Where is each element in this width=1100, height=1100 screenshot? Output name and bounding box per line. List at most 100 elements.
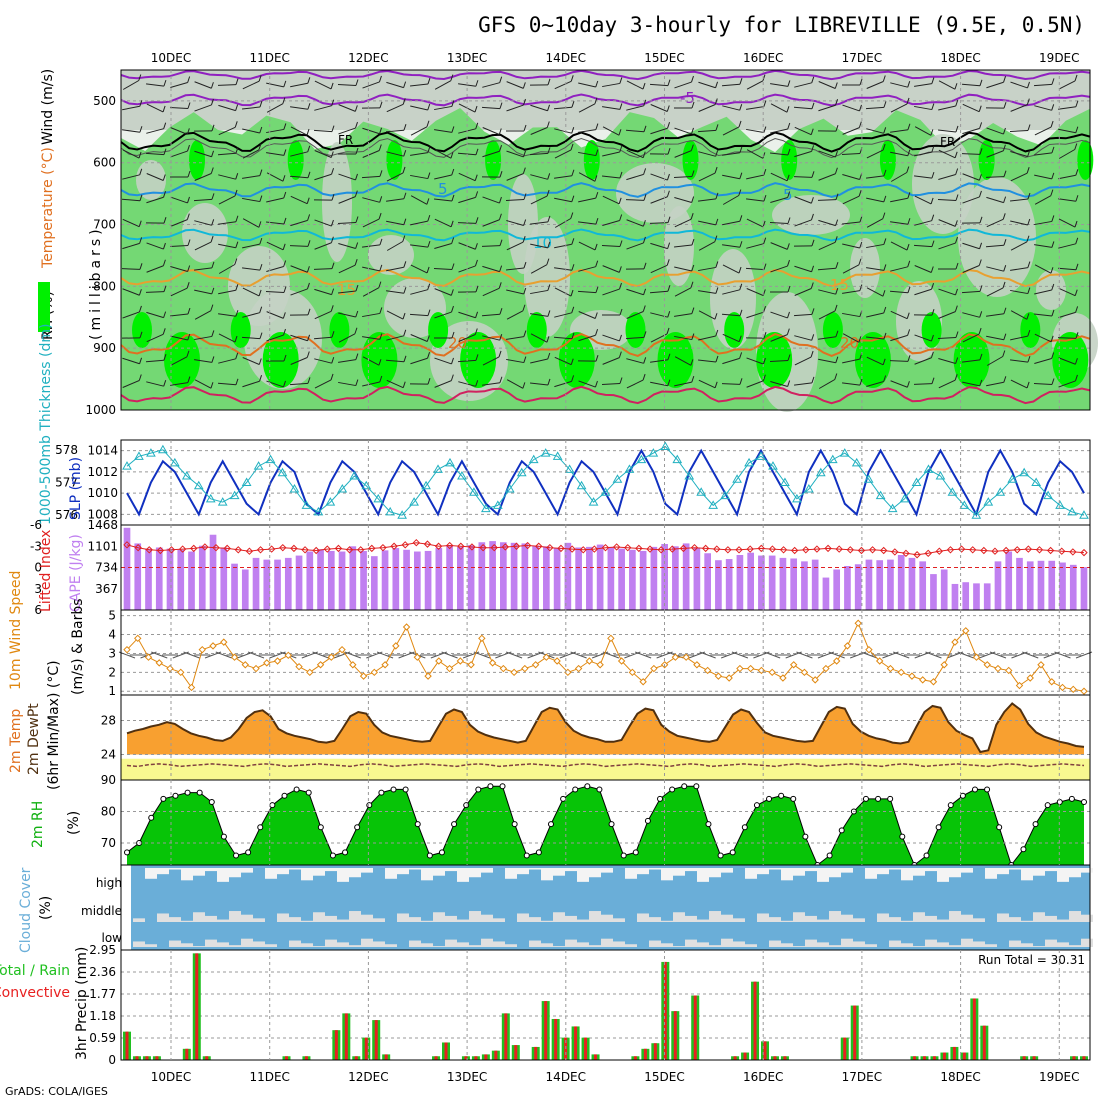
- li-point: [1046, 546, 1055, 555]
- wind-barb: [458, 172, 476, 182]
- thickness-point: [1019, 467, 1030, 477]
- wind-barb-flag: [907, 123, 911, 130]
- wind-barb: [1058, 287, 1076, 297]
- wind-barb: [482, 196, 500, 204]
- precip-conv-bar: [195, 953, 199, 1060]
- wind-barb: [146, 381, 164, 387]
- wind-barb-flag: [1002, 127, 1006, 135]
- wind-barb-flag: [1027, 192, 1031, 200]
- precip-conv-bar: [434, 1056, 438, 1060]
- wind-barb: [625, 129, 645, 133]
- wind-barb: [122, 288, 140, 296]
- y-tick-label: 5: [108, 609, 116, 623]
- wind-barb-flag: [307, 171, 311, 178]
- rh2m-point: [657, 795, 664, 802]
- cloud-fill: [901, 920, 913, 922]
- cloud-high-fill: [925, 868, 937, 872]
- wind-barb: [841, 153, 861, 155]
- li-point: [813, 545, 821, 553]
- wind-barb-flag: [594, 243, 598, 251]
- li-point: [1024, 545, 1033, 553]
- cape-bar: [887, 559, 894, 610]
- cape-bar: [973, 583, 980, 610]
- li-point: [980, 546, 988, 555]
- cloud-high-fill: [865, 868, 877, 879]
- wind-barb-flag: [427, 214, 431, 222]
- wind10-point: [531, 661, 540, 669]
- wind-barbs: [121, 74, 1079, 389]
- cloud-high-label: high: [96, 876, 122, 890]
- wind-barb-flag: [259, 195, 263, 202]
- wind-barb-flag: [1026, 98, 1030, 105]
- cloud-fill: [1069, 945, 1081, 947]
- wind10-point: [445, 664, 454, 673]
- wind-barb-flag: [258, 143, 262, 150]
- y-tick-label-right: 1012: [87, 465, 118, 479]
- wind-barb-flag: [739, 309, 743, 316]
- cloud-fill: [349, 911, 361, 922]
- rh2m-point: [523, 852, 530, 859]
- cape-bar: [510, 542, 518, 610]
- wind-barb-flag: [595, 354, 599, 362]
- wind10-point: [327, 653, 336, 661]
- thickness-point: [481, 503, 491, 513]
- cloud-fill: [793, 946, 805, 947]
- wind-barb: [602, 220, 620, 226]
- wind-barb: [362, 266, 380, 272]
- thickness-point: [146, 448, 156, 457]
- wind-barb: [986, 81, 1004, 89]
- wind-barb: [481, 313, 501, 317]
- wind10-point: [832, 657, 841, 665]
- rh2m-point: [511, 821, 518, 828]
- rh2m-point: [935, 824, 942, 831]
- wind-barb-flag: [211, 330, 215, 337]
- contour-label-fr: FR: [338, 133, 353, 147]
- wind-barb-flag: [475, 354, 479, 361]
- cloud-fill: [877, 913, 889, 922]
- wind-barb-flag: [1051, 104, 1055, 111]
- thickness-point: [253, 461, 264, 470]
- wind-barb-flag: [355, 79, 359, 86]
- cloud-fill: [421, 943, 433, 947]
- wind-barb-flag: [235, 284, 239, 291]
- precip-conv-bar: [643, 1048, 647, 1060]
- wind-barb-flag: [594, 175, 598, 182]
- wind-barb: [962, 359, 980, 363]
- wind-barb-flag: [739, 352, 743, 359]
- wind-barb-flag: [810, 282, 814, 289]
- wind-barb: [386, 266, 404, 272]
- thickness-point: [672, 454, 683, 464]
- li-point: [190, 544, 198, 553]
- wind10-barb: [215, 651, 232, 659]
- wind10-barb: [1075, 651, 1093, 659]
- cape-bar: [284, 557, 292, 610]
- wind10-point: [919, 676, 927, 684]
- wind-barb-flag: [955, 236, 958, 244]
- wind-barb-flag: [714, 98, 718, 105]
- wind-barb: [121, 198, 141, 202]
- wind-barb-flag: [451, 357, 454, 365]
- wind-barb-flag: [307, 377, 311, 384]
- cape-bar: [1016, 557, 1023, 610]
- li-point: [256, 546, 265, 554]
- cape-tick-label: 1468: [87, 518, 118, 532]
- wind-barb-flag: [163, 148, 167, 155]
- wind-barb-flag: [474, 259, 478, 267]
- wind-barb: [385, 129, 405, 133]
- wind-barb-flag: [1051, 78, 1055, 85]
- cloud-fill: [1057, 942, 1069, 947]
- cloud-fill: [781, 943, 793, 947]
- wind-barb-flag: [1074, 358, 1078, 365]
- wind10-barb: [312, 651, 329, 659]
- y-tick-label-left: 576: [55, 508, 78, 522]
- wind-barb: [746, 198, 764, 202]
- thickness-point: [756, 451, 766, 460]
- rh-gray-blob: [958, 177, 1036, 297]
- cape-bar: [607, 546, 615, 610]
- wind-barb: [866, 287, 884, 297]
- cloud-high-fill: [1033, 868, 1045, 876]
- wind-barb: [793, 176, 813, 178]
- wind-barb-flag: [787, 191, 791, 198]
- cloud-fill: [433, 912, 445, 922]
